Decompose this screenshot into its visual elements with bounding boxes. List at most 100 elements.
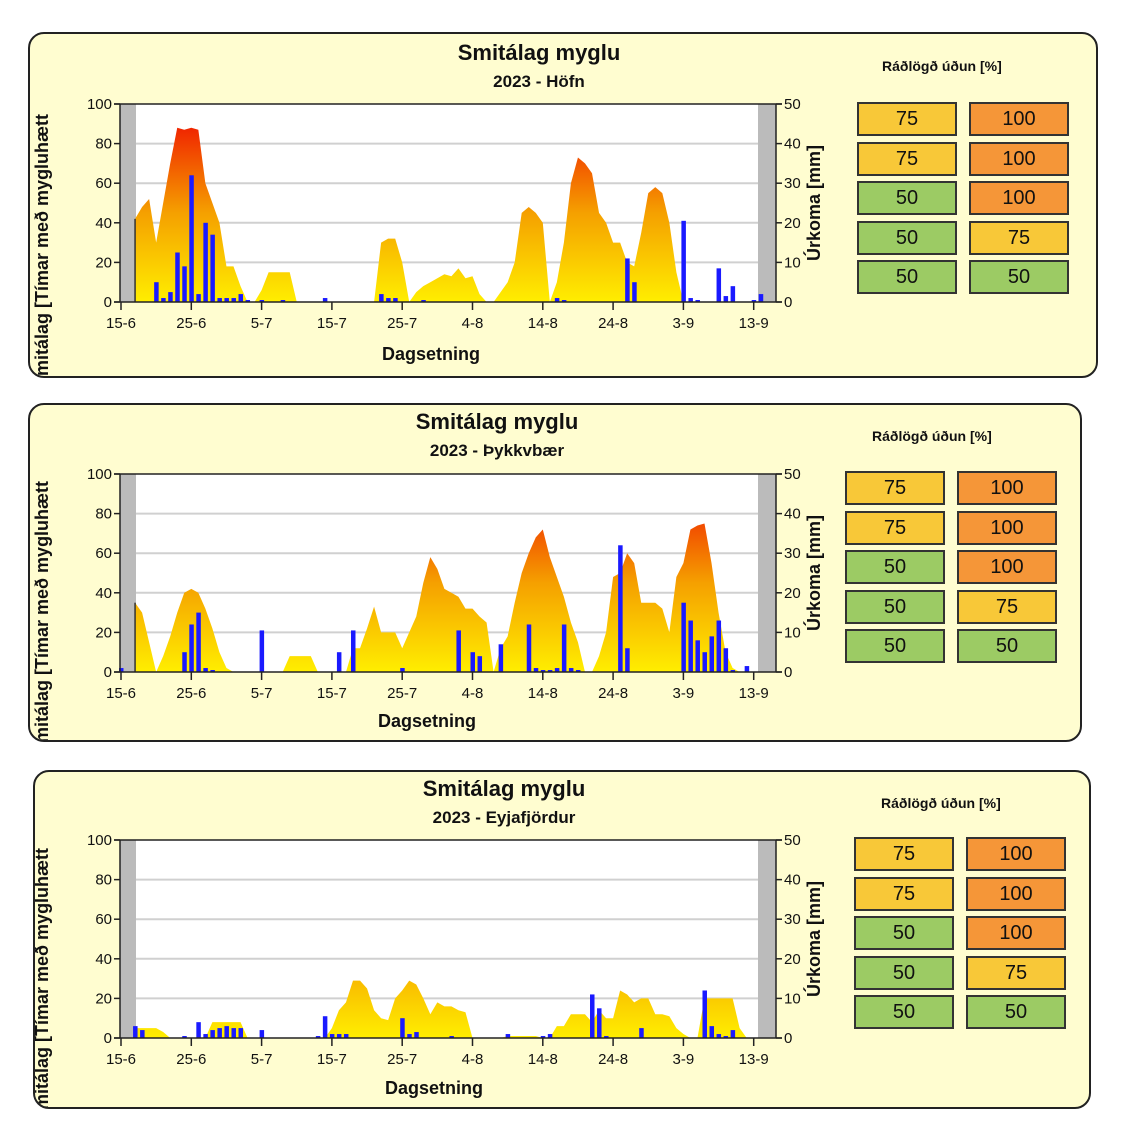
recommendation-cell: 100 xyxy=(969,181,1069,215)
recommendation-cell: 50 xyxy=(845,629,945,663)
x-tick-label: 4-8 xyxy=(462,685,484,702)
precipitation-bar xyxy=(744,666,750,672)
precipitation-bar xyxy=(709,636,715,672)
precipitation-bar xyxy=(217,1028,222,1038)
x-tick-label: 25-7 xyxy=(387,1051,417,1068)
y-tick-label: 80 xyxy=(95,136,112,153)
y2-tick-label: 10 xyxy=(784,990,801,1007)
precipitation-bar xyxy=(140,1030,145,1038)
x-axis-label: Dagsetning xyxy=(382,344,481,364)
recommendation-cell: 75 xyxy=(854,876,954,911)
precipitation-bar xyxy=(730,1030,736,1038)
x-tick-label: 13-9 xyxy=(739,315,769,332)
precipitation-bar xyxy=(751,300,757,302)
precipitation-bar xyxy=(182,652,187,672)
precipitation-bar xyxy=(196,1022,201,1038)
precipitation-bar xyxy=(716,620,722,672)
recommendation-cell: 100 xyxy=(957,471,1057,505)
recommendation-cell: 75 xyxy=(966,955,1066,990)
chart-title: Smitálag myglu xyxy=(415,409,579,434)
chart-title: Smitálag myglu xyxy=(457,40,621,65)
y2-tick-label: 10 xyxy=(784,624,801,641)
recommendation-cell: 100 xyxy=(966,876,1066,911)
precipitation-bar xyxy=(393,298,398,302)
plot-background xyxy=(120,840,776,1038)
y-tick-label: 40 xyxy=(95,951,112,968)
x-tick-label: 4-8 xyxy=(462,315,484,332)
precipitation-bar xyxy=(639,1028,644,1038)
precipitation-bar xyxy=(196,612,201,672)
x-tick-label: 13-9 xyxy=(739,1051,769,1068)
precipitation-bar xyxy=(315,1036,321,1038)
y-tick-label: 60 xyxy=(95,175,112,192)
precipitation-bar xyxy=(336,652,342,672)
y-tick-label: 40 xyxy=(95,215,112,232)
y2-tick-label: 30 xyxy=(784,911,801,928)
y2-tick-label: 40 xyxy=(784,506,801,523)
legend-title: Ráðlögð úðun [%] xyxy=(872,428,992,444)
precipitation-bar xyxy=(681,220,686,302)
x-tick-label: 25-6 xyxy=(176,315,206,332)
x-axis-label: Dagsetning xyxy=(378,711,477,731)
y2-tick-label: 20 xyxy=(784,215,801,232)
recommendation-cell: 75 xyxy=(969,220,1069,255)
recommendation-cell: 100 xyxy=(957,550,1057,584)
x-tick-label: 4-8 xyxy=(462,1051,484,1068)
precipitation-bar xyxy=(695,300,700,302)
y2-tick-label: 0 xyxy=(784,294,792,311)
y2-tick-label: 40 xyxy=(784,136,801,153)
precipitation-bar xyxy=(723,1036,729,1038)
precipitation-bar xyxy=(695,640,700,672)
recommendation-cell: 50 xyxy=(854,916,954,950)
recommendation-cell: 75 xyxy=(857,141,957,176)
x-tick-label: 15-7 xyxy=(317,1051,347,1068)
y-tick-label: 100 xyxy=(87,832,112,849)
recommendation-cell: 100 xyxy=(966,837,1066,871)
y-tick-label: 20 xyxy=(95,990,112,1007)
recommendation-cell: 100 xyxy=(969,141,1069,176)
out-of-season-band-start xyxy=(120,104,136,302)
precipitation-bar xyxy=(217,298,222,302)
precipitation-bar xyxy=(210,1030,215,1038)
out-of-season-band-end xyxy=(758,104,776,302)
precipitation-bar xyxy=(350,630,356,672)
recommendation-cell: 75 xyxy=(957,589,1057,624)
precipitation-bar xyxy=(547,1034,553,1038)
x-tick-label: 25-7 xyxy=(387,685,417,702)
chart-subtitle: 2023 - Eyjafjördur xyxy=(432,808,576,827)
precipitation-bar xyxy=(758,294,764,302)
precipitation-bar xyxy=(210,234,215,302)
precipitation-bar xyxy=(449,1036,454,1038)
x-axis-label: Dagsetning xyxy=(385,1078,484,1098)
x-tick-label: 24-8 xyxy=(598,685,628,702)
y2-tick-label: 40 xyxy=(784,872,801,889)
x-tick-label: 15-6 xyxy=(106,685,136,702)
precipitation-bar xyxy=(400,1018,405,1038)
out-of-season-band-start xyxy=(120,474,136,672)
recommendation-cell: 100 xyxy=(966,916,1066,950)
precipitation-bar xyxy=(526,624,532,672)
precipitation-bar xyxy=(597,1008,602,1038)
legend-title: Ráðlögð úðun [%] xyxy=(881,795,1001,811)
precipitation-bar xyxy=(231,1028,236,1038)
x-tick-label: 24-8 xyxy=(598,1051,628,1068)
precipitation-bar xyxy=(702,990,707,1038)
y-axis-label: Smitálag [Tímar með mygluhætt xyxy=(32,480,52,742)
precipitation-bar xyxy=(224,1026,229,1038)
y2-tick-label: 0 xyxy=(784,664,792,681)
y2-tick-label: 20 xyxy=(784,585,801,602)
y-tick-label: 60 xyxy=(95,911,112,928)
chart-subtitle: 2023 - Þykkvbær xyxy=(429,441,565,460)
precipitation-bar xyxy=(688,620,693,672)
recommendation-cell: 75 xyxy=(845,510,945,545)
recommendation-cell: 50 xyxy=(854,995,954,1029)
recommendation-cell: 50 xyxy=(845,550,945,584)
chart-title: Smitálag myglu xyxy=(422,776,586,801)
y-tick-label: 0 xyxy=(104,294,112,311)
precipitation-bar xyxy=(540,670,546,672)
precipitation-bar xyxy=(421,300,426,302)
precipitation-bar xyxy=(575,670,581,672)
y2-tick-label: 50 xyxy=(784,466,801,483)
precipitation-bar xyxy=(498,644,504,672)
y-axis-label: Smitálag [Tímar með mygluhætt xyxy=(33,847,52,1109)
